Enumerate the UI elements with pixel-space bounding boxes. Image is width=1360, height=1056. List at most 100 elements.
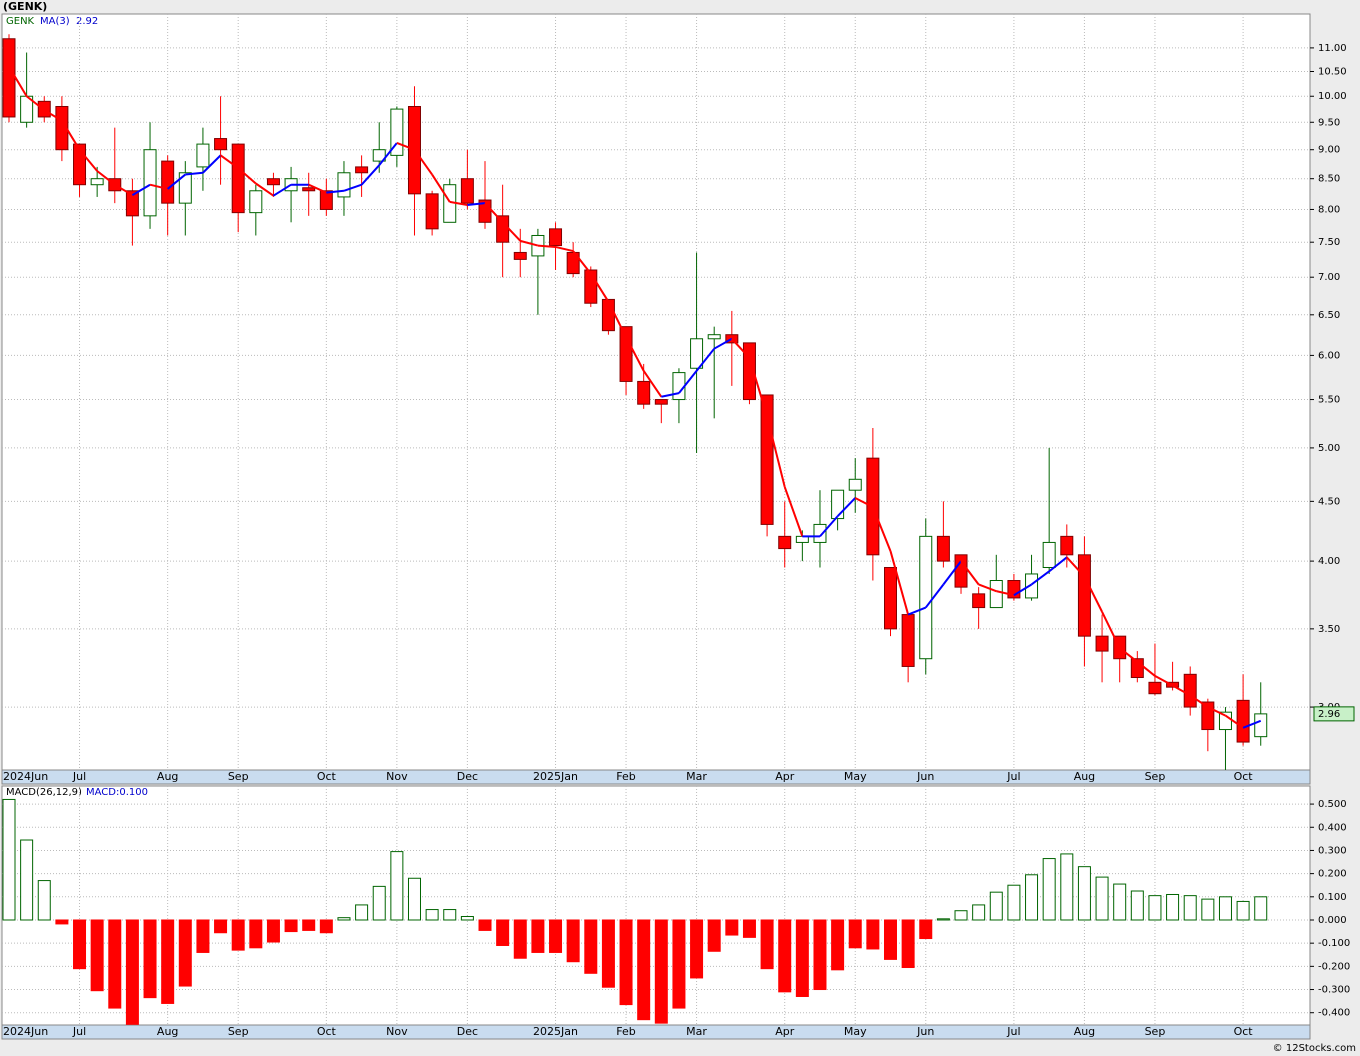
macd-bar <box>531 919 545 953</box>
macd-bar <box>725 919 739 936</box>
price-tag: 2.96 <box>1318 709 1340 720</box>
candle-body <box>1183 673 1197 708</box>
ma-segment <box>625 336 645 372</box>
y-tick-label: -0.400 <box>1318 1008 1350 1019</box>
macd-bar <box>848 919 862 949</box>
ma-segment <box>61 120 81 151</box>
chart-title: (GENK) <box>3 0 47 13</box>
ma-segment <box>1242 719 1262 729</box>
macd-bar <box>1183 895 1197 921</box>
ma-segment <box>1224 714 1244 729</box>
x-tick-label: Aug <box>1074 1025 1095 1038</box>
macd-bar <box>20 839 34 921</box>
candle-body <box>690 338 704 369</box>
ma-segment <box>731 338 751 359</box>
x-tick-label: Apr <box>775 1025 795 1038</box>
candle-body <box>125 190 139 217</box>
candle-body <box>954 554 968 588</box>
macd-bar <box>55 919 69 925</box>
macd-bar <box>1130 890 1144 921</box>
candle-body <box>1025 573 1039 599</box>
x-tick-label: Jul <box>72 1025 86 1038</box>
x-tick-label: Sep <box>1145 1025 1166 1038</box>
ma-segment <box>924 583 945 609</box>
y-tick-label: 8.00 <box>1318 204 1340 215</box>
y-tick-label: 5.50 <box>1318 395 1340 406</box>
ma-segment <box>572 250 592 275</box>
macd-bar <box>231 919 245 951</box>
candle-body <box>249 190 263 214</box>
y-tick-label: 5.00 <box>1318 443 1340 454</box>
candle-body <box>196 143 210 168</box>
ma-segment <box>78 149 98 172</box>
ma-segment <box>237 167 257 185</box>
macd-bar <box>654 919 668 1024</box>
macd-bar <box>390 851 404 921</box>
candle-body <box>919 535 933 660</box>
y-tick-label: 4.50 <box>1318 496 1340 507</box>
ma-segment <box>748 357 769 417</box>
macd-bar <box>936 918 950 921</box>
macd-bar <box>1095 876 1109 921</box>
x-tick-label: 2025Jan <box>533 770 578 783</box>
candle-body <box>831 489 845 520</box>
ma-segment <box>1066 556 1086 578</box>
y-tick-label: -0.300 <box>1318 985 1350 996</box>
ma-segment <box>185 171 204 176</box>
ma-segment <box>942 560 962 586</box>
macd-bar <box>266 919 280 943</box>
x-tick-label: Sep <box>228 1025 249 1038</box>
candle-body <box>1007 580 1021 599</box>
ma-segment <box>378 142 398 166</box>
macd-bar <box>73 919 87 970</box>
x-tick-label: Aug <box>157 1025 178 1038</box>
ma-segment <box>501 221 521 242</box>
candle-body <box>496 215 510 243</box>
y-tick-label: 3.50 <box>1318 624 1340 635</box>
x-tick-label: Sep <box>228 770 249 783</box>
candle-body <box>1042 541 1056 568</box>
ma-segment <box>678 370 698 394</box>
candle-body <box>601 298 615 332</box>
y-tick-label: 0.500 <box>1318 799 1347 810</box>
candle-body <box>143 149 157 217</box>
macd-bar <box>90 919 104 992</box>
macd-bar <box>972 904 986 921</box>
ma-segment <box>889 550 910 615</box>
candle-body <box>884 566 897 630</box>
macd-bar <box>2 798 16 921</box>
candle-body <box>161 160 175 204</box>
ma-segment <box>1207 706 1226 717</box>
macd-bar <box>584 919 598 974</box>
macd-bar <box>1113 883 1127 921</box>
x-tick-label: Jun <box>916 1025 934 1038</box>
ma-segment <box>783 486 804 537</box>
ma-segment <box>484 202 504 223</box>
macd-bar <box>989 891 1003 921</box>
macd-bar <box>1007 884 1021 921</box>
x-tick-label: Aug <box>1074 770 1095 783</box>
candle-body <box>231 143 245 214</box>
x-tick-label: Feb <box>616 770 635 783</box>
ma-segment <box>431 173 451 203</box>
ma-segment <box>607 301 627 338</box>
candle-body <box>90 178 104 186</box>
x-tick-label: Sep <box>1145 770 1166 783</box>
ma-segment <box>766 416 786 488</box>
ma-segment <box>1083 576 1103 613</box>
candle-body <box>266 178 280 186</box>
macd-bar <box>196 919 210 953</box>
x-tick-label: Dec <box>457 770 478 783</box>
y-tick-label: -0.200 <box>1318 961 1350 972</box>
y-tick-label: 0.400 <box>1318 822 1347 833</box>
macd-bar <box>460 916 474 921</box>
ma-segment <box>1013 583 1033 597</box>
macd-bar <box>690 919 704 979</box>
candle-body <box>1077 554 1091 637</box>
candle-body <box>1148 681 1162 695</box>
ma-segment <box>96 170 116 186</box>
candle-body <box>707 334 721 340</box>
ma-segment <box>996 590 1015 597</box>
macd-bar <box>566 919 580 963</box>
candle-body <box>619 326 633 382</box>
